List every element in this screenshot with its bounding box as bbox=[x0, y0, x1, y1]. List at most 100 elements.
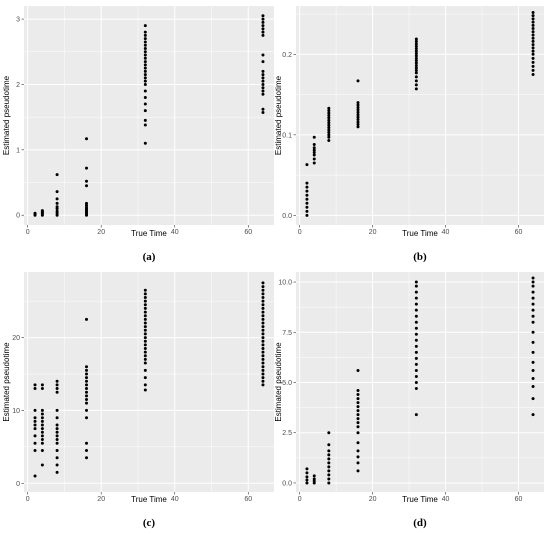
data-point bbox=[356, 405, 360, 409]
data-point bbox=[327, 443, 331, 447]
data-point bbox=[414, 75, 418, 79]
data-point bbox=[85, 397, 88, 401]
panel-caption: (a) bbox=[143, 251, 156, 263]
data-point bbox=[143, 56, 147, 60]
data-point bbox=[143, 317, 147, 321]
data-point bbox=[143, 30, 147, 34]
data-point bbox=[312, 153, 316, 157]
data-point bbox=[531, 49, 535, 53]
data-point bbox=[356, 105, 360, 109]
data-point bbox=[261, 111, 265, 115]
data-point bbox=[531, 36, 535, 40]
data-point bbox=[414, 290, 418, 294]
data-point bbox=[261, 314, 265, 318]
data-point bbox=[261, 343, 265, 347]
data-point bbox=[327, 138, 331, 142]
data-point bbox=[85, 408, 88, 412]
data-point bbox=[55, 209, 59, 213]
data-point bbox=[327, 461, 331, 465]
data-point bbox=[55, 387, 59, 391]
data-point bbox=[33, 383, 37, 387]
data-point bbox=[414, 54, 418, 58]
data-point bbox=[414, 413, 418, 417]
data-point bbox=[414, 42, 418, 46]
data-point bbox=[55, 173, 59, 177]
data-point bbox=[40, 430, 44, 434]
data-point bbox=[40, 441, 44, 445]
data-point bbox=[261, 321, 265, 325]
data-point bbox=[85, 441, 88, 445]
data-point bbox=[327, 465, 331, 469]
data-point bbox=[414, 381, 418, 385]
data-point bbox=[414, 302, 418, 306]
data-point bbox=[143, 350, 147, 354]
data-point bbox=[261, 285, 265, 289]
data-point bbox=[327, 111, 331, 115]
data-point bbox=[40, 383, 44, 387]
data-point bbox=[414, 350, 418, 354]
x-axis-label: True Time bbox=[131, 495, 167, 504]
data-point bbox=[414, 387, 418, 391]
y-tick-label: 0 bbox=[16, 481, 20, 488]
data-point bbox=[327, 130, 331, 134]
data-point bbox=[414, 52, 418, 56]
data-point bbox=[414, 56, 418, 60]
x-tick-label: 60 bbox=[515, 496, 523, 503]
data-point bbox=[531, 314, 535, 318]
data-point bbox=[33, 474, 37, 478]
data-point bbox=[143, 24, 147, 28]
data-point bbox=[531, 385, 535, 389]
data-point bbox=[356, 113, 360, 117]
data-point bbox=[312, 135, 316, 139]
data-point bbox=[312, 157, 316, 161]
data-point bbox=[55, 383, 59, 387]
data-point bbox=[33, 448, 37, 452]
y-tick-label: 20 bbox=[12, 335, 20, 342]
data-point bbox=[261, 379, 265, 383]
data-point bbox=[414, 338, 418, 342]
data-point bbox=[531, 17, 535, 21]
data-point bbox=[261, 350, 265, 354]
data-point bbox=[414, 320, 418, 324]
data-point bbox=[33, 387, 37, 391]
data-point bbox=[55, 441, 59, 445]
data-point bbox=[356, 449, 360, 453]
data-point bbox=[356, 401, 360, 405]
x-tick-label: 20 bbox=[369, 496, 377, 503]
x-tick-label: 0 bbox=[298, 229, 302, 236]
data-point bbox=[261, 69, 265, 73]
data-point bbox=[356, 455, 360, 459]
data-point bbox=[55, 379, 59, 383]
data-point bbox=[531, 20, 535, 24]
y-tick-label: 0.1 bbox=[282, 132, 292, 139]
data-point bbox=[143, 141, 147, 145]
x-tick-label: 20 bbox=[97, 496, 105, 503]
data-point bbox=[261, 53, 265, 57]
data-point bbox=[55, 430, 59, 434]
data-point bbox=[33, 434, 37, 438]
data-point bbox=[531, 30, 535, 34]
data-point bbox=[414, 59, 418, 63]
y-axis-label: Estimated pseudotime bbox=[274, 75, 283, 155]
data-point bbox=[261, 328, 265, 332]
data-point bbox=[312, 142, 316, 146]
data-point bbox=[327, 114, 331, 117]
data-point bbox=[143, 69, 147, 73]
data-point bbox=[531, 33, 535, 37]
data-point bbox=[414, 66, 418, 70]
y-axis-label: Estimated pseudotime bbox=[274, 342, 283, 422]
data-point bbox=[143, 336, 147, 340]
data-point bbox=[356, 115, 360, 119]
y-axis-label: Estimated pseudotime bbox=[2, 342, 11, 422]
data-point bbox=[414, 87, 418, 91]
data-point bbox=[531, 27, 535, 31]
data-point bbox=[143, 123, 147, 127]
data-point bbox=[356, 409, 360, 413]
data-point bbox=[261, 354, 265, 358]
data-point bbox=[531, 60, 535, 64]
data-point bbox=[40, 434, 44, 438]
data-point bbox=[261, 79, 265, 83]
x-tick-label: 40 bbox=[171, 229, 179, 236]
data-point bbox=[143, 60, 147, 64]
